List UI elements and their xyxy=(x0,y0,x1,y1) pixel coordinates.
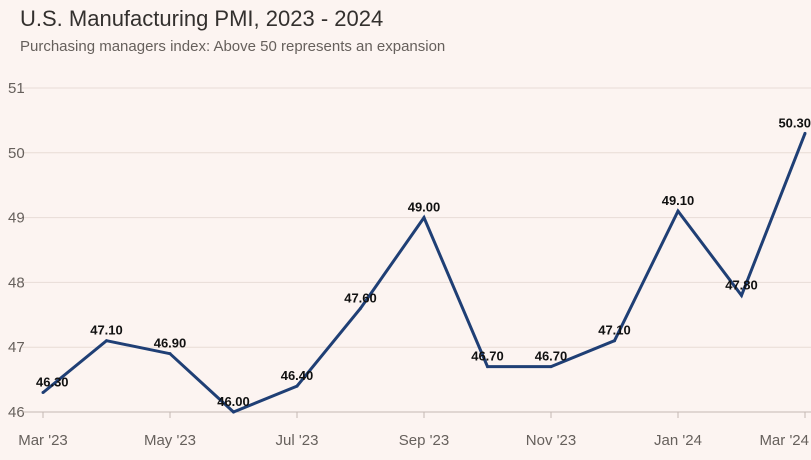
series-line xyxy=(42,132,807,414)
x-tick-label: Mar '23 xyxy=(18,432,68,449)
data-label: 50.30 xyxy=(778,115,811,130)
y-tick-label: 46 xyxy=(8,404,25,421)
data-point xyxy=(41,391,45,395)
data-label: 46.40 xyxy=(281,368,314,383)
data-point xyxy=(740,293,743,297)
data-point xyxy=(105,339,108,343)
x-tick-label: Jul '23 xyxy=(276,432,319,449)
chart-title: U.S. Manufacturing PMI, 2023 - 2024 xyxy=(20,6,384,31)
y-tick-label: 50 xyxy=(8,145,25,162)
data-label: 47.10 xyxy=(598,323,631,338)
data-label: 49.10 xyxy=(662,193,695,208)
data-point xyxy=(295,384,299,388)
data-point xyxy=(676,209,680,213)
data-point xyxy=(232,410,235,414)
data-label: 46.90 xyxy=(154,336,187,351)
data-label: 46.30 xyxy=(36,375,69,390)
y-tick-label: 51 xyxy=(8,80,25,97)
data-point xyxy=(168,352,172,356)
data-label: 46.70 xyxy=(471,349,504,364)
y-tick-label: 47 xyxy=(8,339,25,356)
chart-subtitle: Purchasing managers index: Above 50 repr… xyxy=(20,38,446,55)
data-label: 49.00 xyxy=(408,200,441,215)
x-tick-label: Mar '24 xyxy=(759,432,809,449)
x-tick-label: Sep '23 xyxy=(399,432,449,449)
data-point xyxy=(359,306,362,310)
data-point xyxy=(549,365,553,369)
y-tick-label: 48 xyxy=(8,274,25,291)
x-tick-label: Nov '23 xyxy=(526,432,576,449)
data-label: 46.00 xyxy=(217,394,250,409)
data-point xyxy=(613,339,616,343)
data-label: 47.10 xyxy=(90,323,123,338)
data-label: 46.70 xyxy=(535,349,568,364)
data-label: 47.80 xyxy=(725,277,758,292)
y-tick-label: 49 xyxy=(8,210,25,227)
data-point xyxy=(486,365,489,369)
data-point xyxy=(803,131,807,135)
x-tick-label: May '23 xyxy=(144,432,196,449)
data-point xyxy=(422,216,426,220)
data-label: 47.60 xyxy=(344,290,377,305)
x-tick-label: Jan '24 xyxy=(654,432,702,449)
